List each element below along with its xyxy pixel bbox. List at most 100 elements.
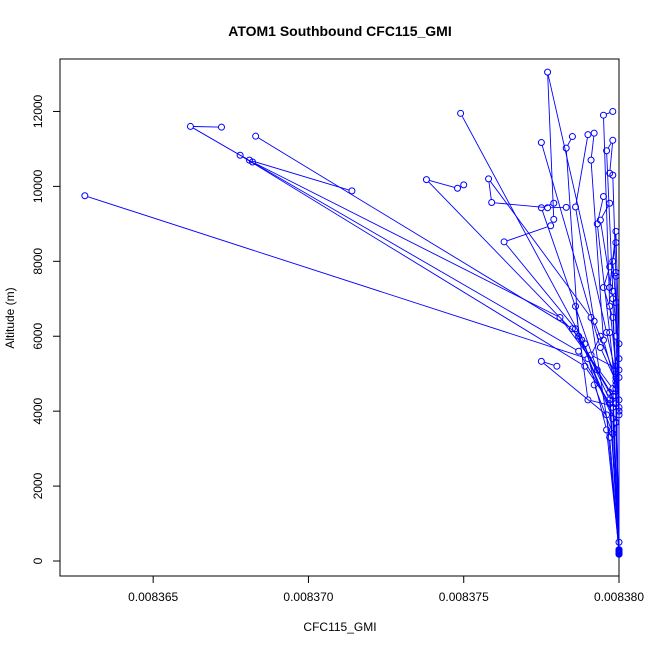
- data-point: [612, 373, 620, 381]
- series-line-segment: [257, 137, 571, 328]
- data-point: [217, 123, 225, 131]
- series-line-segment: [192, 127, 577, 351]
- data-point: [599, 284, 607, 292]
- series-line-segment: [506, 226, 548, 242]
- series-line-segment: [603, 269, 610, 285]
- data-point: [590, 129, 598, 137]
- data-point: [572, 302, 580, 310]
- series-line-segment: [255, 162, 558, 317]
- data-point: [575, 332, 583, 340]
- data-point: [460, 181, 468, 189]
- data-point: [609, 392, 617, 400]
- series-line-segment: [242, 156, 247, 160]
- series-line-segment: [575, 137, 588, 205]
- series-line-segment: [505, 243, 574, 327]
- y-axis: 0 2000 4000 6000 8000 10000 12000: [31, 94, 61, 564]
- data-point: [500, 238, 508, 246]
- data-point: [609, 171, 617, 179]
- series-line-segment: [603, 290, 613, 315]
- series-layer: [87, 74, 620, 552]
- series-line-segment: [590, 136, 595, 158]
- data-point: [603, 426, 611, 434]
- data-point: [252, 132, 260, 140]
- data-point: [488, 198, 496, 206]
- series-line-segment: [597, 226, 610, 330]
- series-line-segment: [615, 279, 620, 375]
- series-line-segment: [429, 180, 455, 188]
- series-line-segment: [609, 234, 617, 285]
- data-point: [568, 133, 576, 141]
- data-point: [422, 176, 430, 184]
- data-point: [587, 351, 595, 359]
- data-point: [603, 328, 611, 336]
- data-point: [81, 192, 89, 200]
- data-point: [612, 381, 620, 389]
- data-point: [609, 314, 617, 321]
- data-point: [537, 357, 545, 365]
- data-point: [615, 548, 623, 556]
- data-point: [612, 385, 620, 393]
- data-point: [562, 144, 570, 152]
- data-point: [615, 550, 623, 558]
- data-point: [537, 204, 545, 212]
- data-point: [575, 347, 583, 355]
- series-line-segment: [567, 138, 572, 146]
- data-point: [581, 362, 589, 370]
- y-tick-label: 6000: [31, 323, 45, 350]
- data-point: [348, 187, 356, 195]
- plot-frame: [59, 58, 620, 577]
- data-point: [572, 325, 580, 333]
- data-point: [609, 136, 617, 144]
- data-point: [550, 199, 558, 207]
- data-point: [603, 411, 611, 419]
- y-axis-label: Altitude (m): [3, 287, 17, 348]
- series-line-segment: [193, 126, 219, 128]
- x-tick-label: 0.008370: [283, 590, 333, 604]
- series-line-segment: [590, 163, 604, 338]
- data-point: [612, 332, 620, 340]
- series-line-segment: [87, 196, 586, 359]
- data-point: [606, 263, 614, 271]
- series-line-segment: [252, 160, 350, 191]
- chart-title: ATOM1 Southbound CFC115_GMI: [228, 23, 452, 39]
- data-point: [236, 151, 244, 159]
- series-line-segment: [575, 209, 595, 319]
- data-point: [596, 216, 604, 224]
- data-point: [615, 373, 623, 381]
- series-line-segment: [489, 181, 590, 316]
- series-line-segment: [461, 115, 584, 342]
- x-axis-label: CFC115_GMI: [303, 620, 376, 634]
- series-line-segment: [615, 425, 620, 549]
- series-line-segment: [544, 361, 555, 366]
- data-point: [485, 175, 493, 183]
- data-point: [454, 184, 462, 192]
- series-line-segment: [242, 156, 583, 366]
- y-tick-label: 0: [31, 557, 45, 564]
- x-tick-label: 0.008380: [594, 590, 644, 604]
- data-point: [537, 139, 545, 147]
- series-line-segment: [547, 74, 607, 330]
- series-line-segment: [547, 75, 555, 217]
- data-point: [568, 325, 576, 333]
- data-point: [603, 147, 611, 155]
- data-point: [584, 131, 592, 139]
- data-point: [606, 302, 614, 310]
- data-point: [609, 107, 617, 115]
- data-point: [612, 418, 620, 426]
- data-point: [596, 343, 604, 351]
- y-tick-label: 12000: [31, 94, 45, 128]
- data-point: [615, 355, 623, 363]
- data-point: [606, 199, 614, 207]
- data-point: [590, 381, 598, 389]
- data-point: [615, 396, 623, 404]
- y-tick-label: 8000: [31, 248, 45, 275]
- data-point: [612, 227, 620, 235]
- data-point: [584, 396, 592, 404]
- data-point: [593, 366, 601, 374]
- data-point: [249, 158, 257, 166]
- data-point: [572, 203, 580, 211]
- series-line-segment: [612, 178, 617, 274]
- data-point: [562, 203, 570, 211]
- series-line-segment: [609, 143, 613, 171]
